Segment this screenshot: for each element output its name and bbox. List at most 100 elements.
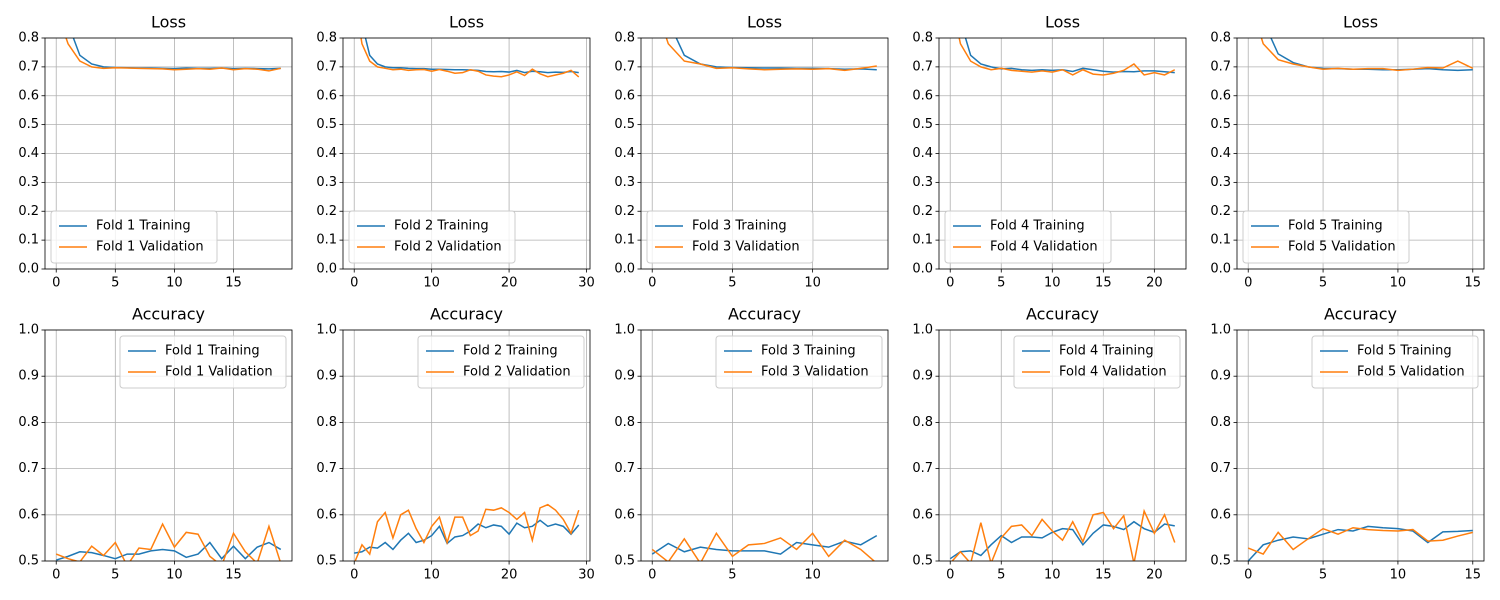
x-tick-label: 15 — [225, 276, 242, 291]
y-tick-label: 0.4 — [614, 146, 635, 161]
subplot: 0.0 0.1 0.2 0.3 0.4 0.5 0.6 0.7 0.8 0 5 10 15 Loss Fol… — [1210, 13, 1485, 291]
y-tick-label: 0.0 — [912, 262, 933, 277]
subplot: 0.5 0.6 0.7 0.8 0.9 1.0 0 5 10 15 Accuracy Fold 5 T… — [1210, 305, 1485, 583]
plot-lines — [665, 38, 877, 72]
y-tick-label: 1.0 — [1210, 323, 1231, 338]
data-line — [65, 38, 281, 72]
legend: Fold 4 Training Fold 4 Validation — [1013, 335, 1181, 389]
chart-title: Accuracy — [1324, 305, 1397, 324]
x-tick-label: 10 — [423, 276, 440, 291]
y-tick-label: 0.5 — [912, 554, 933, 569]
y-tick-label: 0.5 — [316, 554, 337, 569]
x-tick-label: 20 — [501, 276, 518, 291]
y-tick-label: 0.5 — [1210, 117, 1231, 132]
y-tick-label: 0.0 — [316, 262, 337, 277]
legend-label: Fold 3 Validation — [761, 365, 869, 380]
legend-box — [646, 210, 814, 264]
plot-lines — [360, 38, 580, 78]
y-tick-label: 0.6 — [18, 507, 39, 522]
y-tick-label: 0.1 — [316, 233, 337, 248]
data-line — [354, 519, 580, 554]
x-tick-label: 0 — [350, 276, 358, 291]
plot-lines — [354, 503, 580, 561]
y-tick-label: 0.2 — [614, 204, 635, 219]
x-tick-label: 10 — [166, 568, 183, 583]
y-tick-label: 0.1 — [614, 233, 635, 248]
x-tick-label: 30 — [578, 276, 595, 291]
y-tick-label: 0.5 — [316, 117, 337, 132]
y-tick-label: 0.3 — [614, 175, 635, 190]
y-tick-label: 0.2 — [316, 204, 337, 219]
y-tick-label: 0.9 — [614, 369, 635, 384]
data-line — [675, 38, 877, 71]
subplot: 0.5 0.6 0.7 0.8 0.9 1.0 0 10 20 30 Accuracy Fold 2 … — [316, 305, 594, 583]
y-tick-label: 0.4 — [316, 146, 337, 161]
axes-frame — [938, 37, 1187, 270]
y-tick-label: 0.7 — [912, 461, 933, 476]
legend-label: Fold 1 Training — [96, 219, 191, 234]
y-tick-label: 0.2 — [1210, 204, 1231, 219]
y-tick-label: 0.5 — [614, 117, 635, 132]
y-tick-label: 0.2 — [912, 204, 933, 219]
y-tick-label: 0.8 — [614, 415, 635, 430]
chart-title: Accuracy — [1026, 305, 1099, 324]
legend-box — [944, 210, 1112, 264]
plot-lines — [1247, 525, 1473, 561]
x-tick-label: 0 — [946, 568, 954, 583]
x-tick-label: 0 — [1244, 568, 1252, 583]
plot-lines — [55, 522, 282, 561]
y-tick-label: 0.1 — [1210, 233, 1231, 248]
legend-label: Fold 4 Validation — [1059, 365, 1167, 380]
legend-box — [1013, 335, 1181, 389]
y-tick-label: 0.0 — [614, 262, 635, 277]
y-tick-label: 0.5 — [18, 554, 39, 569]
y-tick-label: 0.0 — [1210, 262, 1231, 277]
legend-label: Fold 5 Training — [1357, 344, 1452, 359]
x-tick-label: 5 — [997, 568, 1005, 583]
legend-label: Fold 5 Training — [1288, 219, 1383, 234]
legend-box — [1242, 210, 1410, 264]
data-line — [56, 541, 282, 561]
x-tick-label: 0 — [946, 276, 954, 291]
axes-frame — [44, 329, 293, 562]
data-line — [958, 38, 1176, 76]
legend-label: Fold 3 Training — [692, 219, 787, 234]
y-tick-label: 0.7 — [912, 59, 933, 74]
y-tick-label: 0.8 — [912, 415, 933, 430]
y-tick-label: 0.3 — [1210, 175, 1231, 190]
x-tick-label: 20 — [1146, 276, 1163, 291]
y-tick-label: 0.3 — [18, 175, 39, 190]
x-tick-label: 0 — [1244, 276, 1252, 291]
x-tick-label: 0 — [52, 276, 60, 291]
subplot: 0.5 0.6 0.7 0.8 0.9 1.0 0 5 10 15 20 Accuracy Fold 4… — [912, 305, 1187, 583]
x-tick-label: 5 — [997, 276, 1005, 291]
chart-title: Loss — [1343, 13, 1378, 32]
legend: Fold 2 Training Fold 2 Validation — [417, 335, 585, 389]
y-tick-label: 0.7 — [18, 59, 39, 74]
y-tick-label: 0.7 — [614, 461, 635, 476]
y-tick-label: 0.6 — [18, 88, 39, 103]
y-tick-label: 0.8 — [316, 31, 337, 46]
y-tick-label: 0.5 — [912, 117, 933, 132]
legend: Fold 4 Training Fold 4 Validation — [944, 210, 1112, 264]
y-tick-label: 0.5 — [18, 117, 39, 132]
legend-label: Fold 3 Validation — [692, 240, 800, 255]
y-tick-label: 0.9 — [912, 369, 933, 384]
y-tick-label: 0.5 — [1210, 554, 1231, 569]
legend-label: Fold 1 Validation — [165, 365, 273, 380]
legend-label: Fold 4 Training — [1059, 344, 1154, 359]
y-tick-label: 0.5 — [614, 554, 635, 569]
data-line — [72, 38, 281, 70]
x-tick-label: 15 — [1464, 276, 1481, 291]
legend-label: Fold 5 Validation — [1357, 365, 1465, 380]
data-line — [665, 38, 877, 72]
y-tick-label: 0.8 — [1210, 31, 1231, 46]
x-tick-label: 5 — [111, 276, 119, 291]
subplot: 0.0 0.1 0.2 0.3 0.4 0.5 0.6 0.7 0.8 0 5 10 15 Loss Fol… — [18, 13, 293, 291]
y-tick-label: 0.1 — [18, 233, 39, 248]
axes-frame — [44, 37, 293, 270]
legend-label: Fold 5 Validation — [1288, 240, 1396, 255]
legend-label: Fold 4 Training — [990, 219, 1085, 234]
y-tick-label: 0.1 — [912, 233, 933, 248]
